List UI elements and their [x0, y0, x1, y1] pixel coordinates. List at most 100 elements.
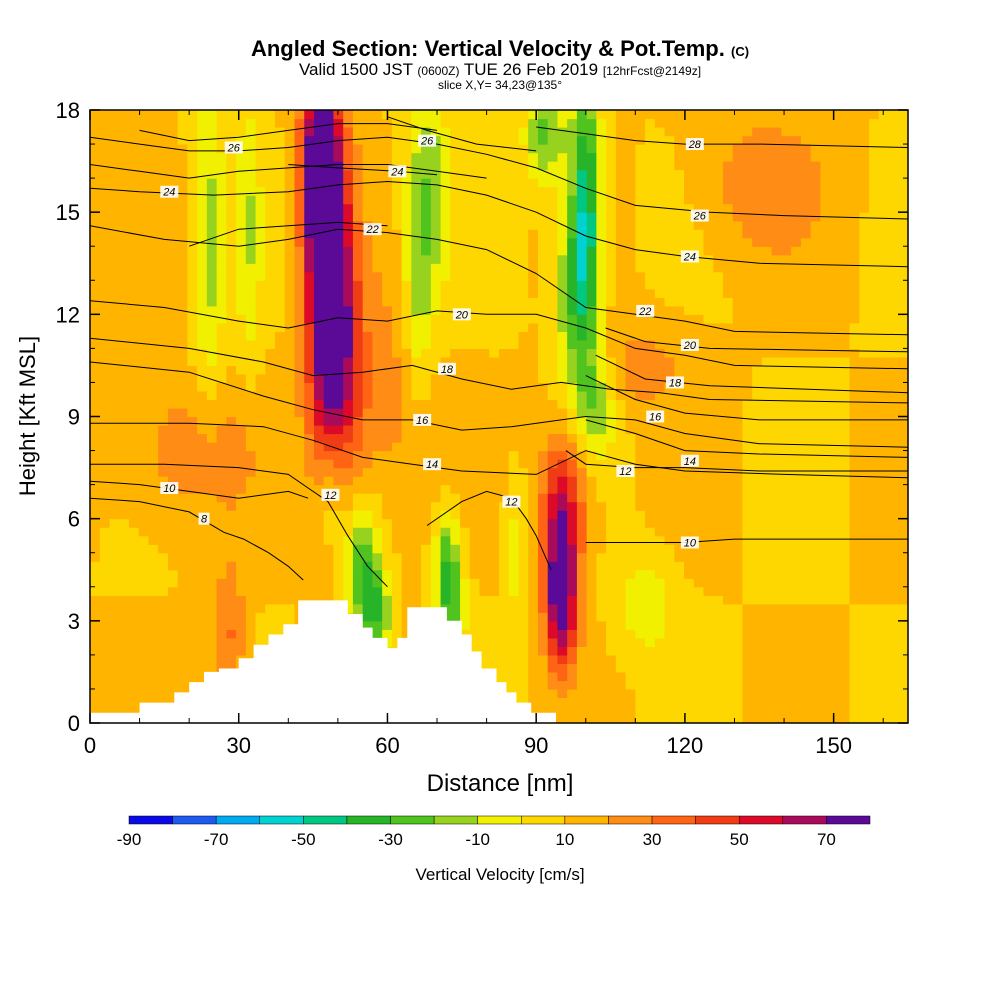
velocity-cell: [216, 433, 227, 443]
velocity-cell: [761, 271, 773, 281]
velocity-cell: [90, 314, 101, 324]
velocity-cell: [625, 586, 636, 596]
velocity-cell: [830, 331, 841, 341]
velocity-cell: [635, 467, 646, 477]
velocity-cell: [810, 535, 821, 545]
velocity-cell: [820, 254, 831, 264]
velocity-cell: [128, 288, 140, 298]
velocity-cell: [197, 297, 208, 307]
velocity-cell: [460, 544, 471, 554]
velocity-cell: [771, 246, 783, 256]
velocity-cell: [596, 314, 607, 324]
velocity-cell: [343, 442, 354, 452]
velocity-cell: [226, 288, 237, 298]
velocity-cell: [382, 331, 393, 341]
velocity-cell: [489, 646, 500, 656]
velocity-cell: [167, 595, 179, 605]
velocity-cell: [216, 407, 227, 418]
velocity-cell: [586, 237, 597, 247]
velocity-cell: [839, 339, 851, 349]
velocity-cell: [460, 246, 471, 256]
chart-title: Angled Section: Vertical Velocity & Pot.…: [0, 36, 1000, 62]
velocity-cell: [430, 322, 442, 332]
velocity-cell: [499, 476, 510, 486]
velocity-cell: [430, 288, 442, 298]
velocity-cell: [158, 220, 169, 230]
velocity-cell: [722, 297, 734, 307]
velocity-cell: [800, 271, 812, 281]
velocity-cell: [489, 365, 500, 375]
velocity-cell: [586, 433, 597, 443]
velocity-cell: [684, 382, 695, 392]
velocity-cell: [518, 237, 529, 247]
velocity-cell: [440, 339, 451, 349]
velocity-cell: [411, 348, 422, 358]
velocity-cell: [167, 603, 179, 613]
velocity-cell: [537, 390, 549, 401]
velocity-cell: [216, 288, 227, 298]
velocity-cell: [615, 484, 627, 494]
velocity-cell: [177, 254, 188, 264]
velocity-cell: [401, 501, 412, 511]
velocity-cell: [664, 612, 675, 622]
velocity-cell: [869, 331, 880, 341]
velocity-cell: [167, 612, 179, 622]
velocity-cell: [197, 654, 208, 664]
velocity-cell: [791, 305, 802, 315]
velocity-cell: [236, 578, 247, 588]
velocity-cell: [576, 544, 588, 554]
velocity-cell: [693, 603, 705, 613]
velocity-cell: [294, 493, 305, 503]
velocity-cell: [791, 407, 802, 418]
velocity-cell: [362, 586, 374, 596]
velocity-cell: [781, 365, 792, 375]
velocity-cell: [888, 263, 899, 273]
velocity-cell: [99, 535, 111, 545]
velocity-cell: [654, 220, 666, 230]
velocity-cell: [148, 433, 159, 443]
velocity-cell: [421, 561, 432, 571]
velocity-cell: [216, 637, 227, 647]
velocity-cell: [703, 271, 714, 281]
velocity-cell: [333, 229, 344, 239]
velocity-cell: [635, 339, 646, 349]
velocity-cell: [625, 348, 636, 358]
velocity-cell: [421, 399, 432, 409]
velocity-cell: [148, 654, 159, 664]
velocity-cell: [537, 246, 549, 256]
velocity-cell: [645, 688, 656, 699]
velocity-cell: [664, 442, 675, 452]
velocity-cell: [830, 518, 841, 528]
velocity-cell: [674, 263, 685, 273]
velocity-cell: [528, 382, 539, 392]
velocity-cell: [313, 220, 325, 230]
velocity-cell: [732, 637, 744, 647]
velocity-cell: [411, 476, 422, 486]
velocity-cell: [713, 671, 724, 682]
velocity-cell: [508, 339, 520, 349]
velocity-cell: [859, 646, 870, 656]
velocity-cell: [878, 237, 890, 247]
velocity-cell: [401, 322, 412, 332]
velocity-cell: [528, 544, 539, 554]
velocity-cell: [791, 552, 802, 562]
velocity-cell: [645, 280, 656, 290]
velocity-cell: [722, 501, 734, 511]
velocity-cell: [654, 603, 666, 613]
velocity-cell: [888, 271, 899, 281]
velocity-cell: [898, 237, 908, 247]
velocity-cell: [781, 416, 792, 426]
velocity-cell: [722, 476, 734, 486]
velocity-cell: [528, 271, 539, 281]
velocity-cell: [450, 433, 461, 443]
velocity-cell: [236, 595, 247, 605]
velocity-cell: [820, 390, 831, 401]
velocity-cell: [508, 382, 520, 392]
velocity-cell: [138, 433, 150, 443]
velocity-cell: [557, 229, 568, 239]
velocity-cell: [197, 237, 208, 247]
velocity-cell: [684, 544, 695, 554]
velocity-cell: [625, 433, 636, 443]
velocity-cell: [255, 331, 266, 341]
velocity-cell: [489, 629, 500, 639]
